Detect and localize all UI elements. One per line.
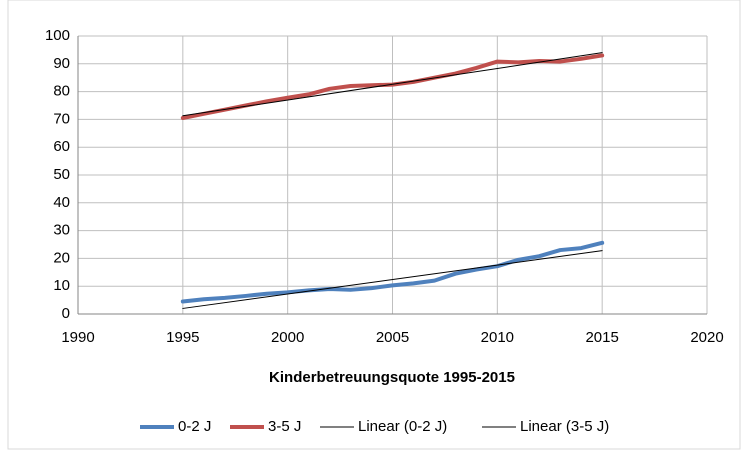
legend-label: 3-5 J (268, 418, 301, 435)
y-tick-label: 50 (53, 166, 70, 183)
legend-label: Linear (0-2 J) (358, 418, 447, 435)
y-tick-label: 60 (53, 138, 70, 155)
y-tick-label: 90 (53, 55, 70, 72)
y-tick-label: 80 (53, 83, 70, 100)
chart-frame (7, 0, 741, 450)
x-tick-label: 2010 (481, 329, 514, 346)
legend-label: Linear (3-5 J) (520, 418, 609, 435)
y-tick-label: 100 (45, 27, 70, 44)
series-line (182, 52, 603, 117)
series-line (182, 250, 603, 309)
y-tick-label: 10 (53, 277, 70, 294)
x-tick-label: 1995 (166, 329, 199, 346)
x-tick-label: 2000 (271, 329, 304, 346)
series-line (180, 240, 605, 304)
x-axis-title: Kinderbetreuungsquote 1995-2015 (269, 369, 515, 386)
x-tick-label: 2015 (585, 329, 618, 346)
y-tick-label: 0 (62, 305, 70, 322)
legend-label: 0-2 J (178, 418, 211, 435)
y-tick-label: 20 (53, 249, 70, 266)
x-tick-label: 2005 (376, 329, 409, 346)
y-tick-label: 40 (53, 194, 70, 211)
x-tick-label: 1990 (61, 329, 94, 346)
x-tick-label: 2020 (690, 329, 723, 346)
y-tick-label: 70 (53, 110, 70, 127)
y-tick-label: 30 (53, 222, 70, 239)
